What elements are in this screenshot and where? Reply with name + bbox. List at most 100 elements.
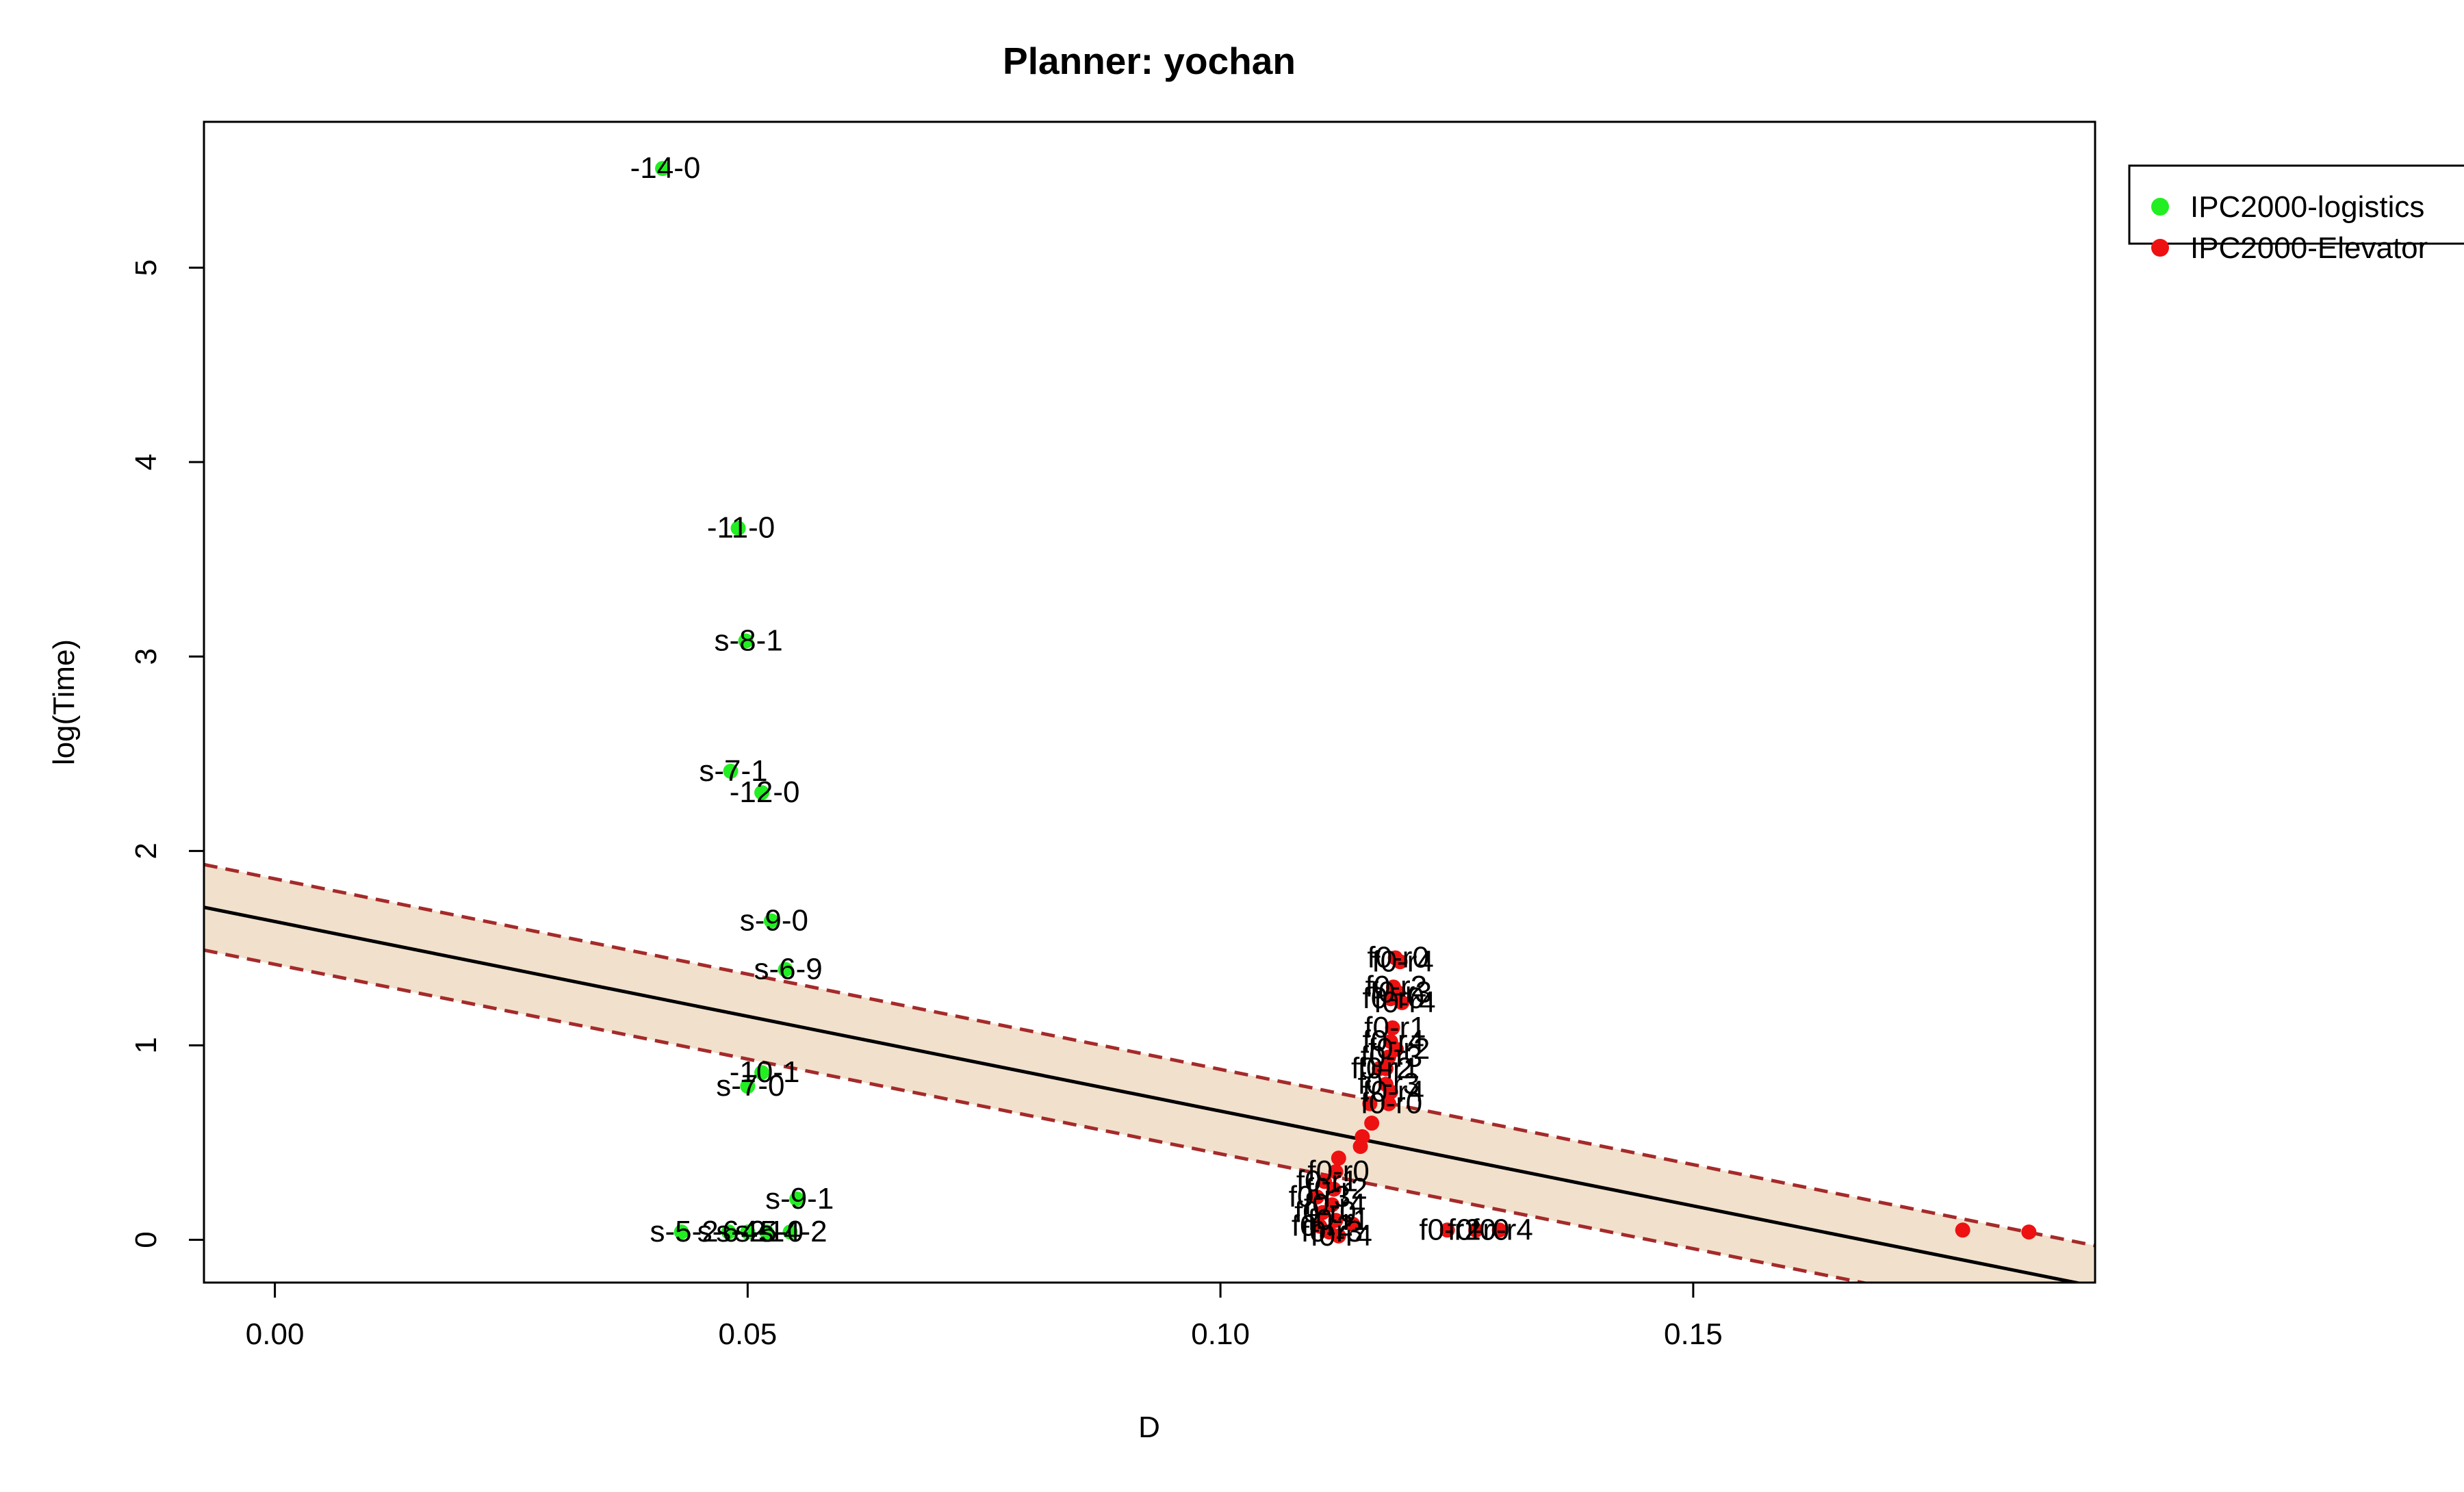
data-point-logistics <box>754 1065 770 1081</box>
data-point-label: s-6-2 <box>697 1215 766 1248</box>
data-point-label: f0-r4 <box>1363 1075 1424 1109</box>
y-tick-label: 4 <box>129 454 163 470</box>
chart-title: Planner: yochan <box>1003 40 1296 82</box>
data-point-label: f0-r2 <box>1365 970 1427 1003</box>
data-point-logistics <box>789 1191 805 1207</box>
data-point-logistics <box>758 1224 774 1240</box>
data-point-elevator <box>1392 954 1408 970</box>
data-point-label: f0-r1 <box>1358 1052 1420 1085</box>
data-point-elevator <box>1468 1222 1484 1238</box>
data-point-label: f0-r4 <box>1374 986 1435 1019</box>
data-point-label: s-4-1 <box>716 1215 784 1248</box>
regression-line <box>204 905 2085 1283</box>
data-point-label: s-9-1 <box>765 1182 834 1216</box>
data-point-label: f0-r0 <box>1367 941 1428 975</box>
data-point-elevator <box>1328 1213 1344 1229</box>
point-labels-layer: -14-0 -11-0 s-8-1 s-7-1-12-0 s-9-0 s-6-9 -10-1… <box>630 151 1533 1252</box>
data-point-logistics <box>763 913 779 929</box>
data-point-label: s-7-1 <box>699 754 767 788</box>
data-point-label: f0-r4 <box>1304 1187 1365 1221</box>
data-point-label: f0-r2 <box>1368 1032 1430 1066</box>
confidence-band <box>204 864 2095 1283</box>
data-point-elevator <box>1491 1222 1507 1238</box>
data-point-elevator <box>2021 1224 2037 1240</box>
data-point-elevator <box>1331 1150 1346 1166</box>
data-point-elevator <box>1326 1181 1342 1197</box>
data-point-elevator <box>1385 1020 1400 1036</box>
data-point-elevator <box>1955 1222 1971 1238</box>
data-point-elevator <box>1372 1061 1387 1077</box>
plot-frame <box>203 120 2096 1284</box>
data-point-label: f0-r0 <box>1307 1155 1369 1188</box>
data-point-logistics <box>738 633 754 649</box>
data-point-elevator <box>1309 1189 1325 1205</box>
data-point-label: f0-r4 <box>1363 1025 1424 1058</box>
data-point-label: f0-r2 <box>1351 1052 1413 1085</box>
data-point-label: s-5-2 <box>650 1215 719 1248</box>
legend-label-elevator: IPC2000-Elevator <box>2190 231 2428 265</box>
data-point-label: -11-0 <box>707 511 775 545</box>
data-point-logistics <box>730 520 746 536</box>
y-tick-label: 3 <box>129 648 163 665</box>
data-point-label: s-6-9 <box>754 953 822 986</box>
data-point-elevator <box>1362 1096 1378 1111</box>
data-point-label: f0-r0 <box>1363 981 1424 1015</box>
points-layer <box>655 161 2037 1244</box>
data-point-logistics <box>721 1224 736 1240</box>
data-point-elevator <box>1381 1096 1397 1111</box>
data-point-elevator <box>1345 1216 1361 1232</box>
data-point-elevator <box>1328 1164 1344 1180</box>
data-point-label: f0-r0 <box>1448 1213 1509 1246</box>
data-point-label: f0-r2 <box>1419 1213 1480 1246</box>
data-point-logistics <box>778 962 793 977</box>
data-point-label: f0-r4 <box>1372 944 1433 978</box>
data-point-label: s-4-2 <box>758 1215 827 1248</box>
y-tick-label: 0 <box>129 1231 163 1248</box>
data-point-elevator <box>1364 1116 1380 1131</box>
data-point-logistics <box>740 1224 756 1240</box>
data-point-label: f0-r2 <box>1292 1209 1353 1243</box>
x-tick-label: 0.05 <box>719 1317 778 1351</box>
band-upper-line <box>204 862 2095 1248</box>
data-point-elevator <box>1315 1205 1331 1220</box>
data-point-label: f0-r3 <box>1358 1067 1420 1101</box>
data-point-label: f0-r0 <box>1361 1087 1422 1120</box>
data-point-label: f0-r2 <box>1306 1172 1368 1206</box>
data-point-label: f0-r1 <box>1307 1203 1369 1237</box>
data-point-label: f0-r3 <box>1289 1180 1350 1213</box>
data-point-label: s-9-0 <box>740 904 808 938</box>
legend-swatch-logistics <box>2151 198 2169 216</box>
band-lower-line <box>204 948 1871 1283</box>
confidence-band-layer <box>204 862 2095 1283</box>
x-tick-label: 0.10 <box>1191 1317 1250 1351</box>
data-point-elevator <box>1383 1084 1398 1100</box>
data-point-label: s-7-0 <box>716 1069 784 1103</box>
data-point-label: f0-r3 <box>1301 1215 1363 1248</box>
data-point-elevator <box>1439 1222 1455 1238</box>
legend: IPC2000-logistics IPC2000-Elevator <box>2128 164 2464 265</box>
legend-swatch-elevator <box>2151 239 2169 257</box>
data-point-logistics <box>673 1224 689 1240</box>
data-point-elevator <box>1331 1228 1346 1244</box>
y-tick-label: 5 <box>129 259 163 276</box>
data-point-label: f0-r1 <box>1364 1011 1426 1044</box>
data-point-label: -10-1 <box>730 1055 800 1089</box>
data-point-label: s-5-0 <box>735 1215 804 1248</box>
data-point-label: s-8-1 <box>714 624 782 658</box>
data-point-label: f0-r3 <box>1370 976 1432 1009</box>
data-point-logistics <box>655 161 671 177</box>
x-tick-label: 0.00 <box>246 1317 305 1351</box>
data-point-label: -12-0 <box>730 775 800 809</box>
y-tick-label: 2 <box>129 843 163 859</box>
y-axis-label: log(Time) <box>47 639 81 765</box>
data-point-label: f0-r4 <box>1311 1219 1372 1252</box>
data-point-label: f0-r3 <box>1361 1040 1422 1073</box>
x-axis-label: D <box>1138 1411 1160 1444</box>
data-point-logistics <box>723 763 739 779</box>
data-point-elevator <box>1394 994 1410 1010</box>
y-tick-label: 1 <box>129 1037 163 1053</box>
data-point-label: -14-0 <box>630 151 701 185</box>
data-point-label: f0-r0 <box>1294 1196 1356 1229</box>
